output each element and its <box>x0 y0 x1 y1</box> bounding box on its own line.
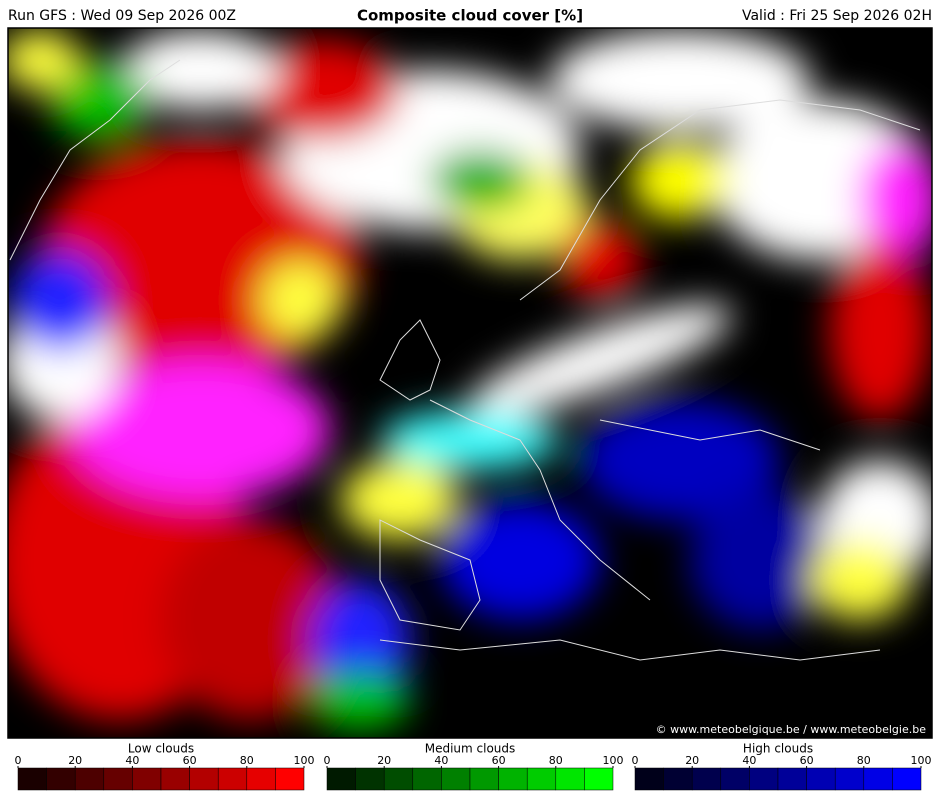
legend-swatch <box>555 767 585 791</box>
legend-swatch <box>663 767 693 791</box>
map-title: Composite cloud cover [%] <box>357 7 583 25</box>
legend-tick-label: 100 <box>603 754 624 767</box>
legend-swatch <box>103 767 133 791</box>
cloud-map: © www.meteobelgique.be / www.meteobelgie… <box>8 28 932 738</box>
legend-tick-label: 100 <box>294 754 315 767</box>
legend-tick-label: 60 <box>492 754 506 767</box>
legend-swatch <box>412 767 442 791</box>
legend-tick-label: 20 <box>377 754 391 767</box>
legend-swatch <box>777 767 807 791</box>
legend-tick-label: 40 <box>434 754 448 767</box>
legend-swatch <box>634 767 664 791</box>
legend-tick-label: 0 <box>324 754 331 767</box>
legend-swatch <box>526 767 557 791</box>
legend-title: High clouds <box>743 742 813 756</box>
legend-tick-label: 40 <box>125 754 139 767</box>
legend-tick-label: 80 <box>240 754 254 767</box>
legend-swatch <box>498 767 528 791</box>
legend-swatch <box>132 767 162 791</box>
legend-tick-label: 20 <box>68 754 82 767</box>
credit: © www.meteobelgique.be / www.meteobelgie… <box>656 723 927 736</box>
legend-tick-label: 100 <box>911 754 932 767</box>
legend-swatch <box>74 767 105 791</box>
legend-tick-label: 0 <box>15 754 22 767</box>
legend-swatch <box>749 767 779 791</box>
legend-swatch <box>275 767 305 791</box>
legend-swatch <box>469 767 499 791</box>
legend-swatch <box>326 767 356 791</box>
legend-swatch <box>383 767 414 791</box>
legend-swatch <box>720 767 750 791</box>
valid-info: Valid : Fri 25 Sep 2026 02H <box>742 8 932 24</box>
legend-swatch <box>246 767 276 791</box>
legend-tick-label: 0 <box>632 754 639 767</box>
legend-swatch <box>17 767 47 791</box>
legend-swatch <box>355 767 385 791</box>
legend-tick-label: 80 <box>549 754 563 767</box>
legends: Low clouds 0 20 40 60 80 100 Medium clouds 0 20 40… <box>15 742 932 791</box>
legend-swatch <box>834 767 865 791</box>
legend-swatch <box>863 767 893 791</box>
legend-swatch <box>160 767 190 791</box>
run-info: Run GFS : Wed 09 Sep 2026 00Z <box>8 8 236 24</box>
legend-tick-label: 40 <box>742 754 756 767</box>
legend-swatch <box>217 767 248 791</box>
legend-tick-label: 20 <box>685 754 699 767</box>
legend-swatch <box>189 767 219 791</box>
legend-swatch <box>892 767 922 791</box>
legend-swatch <box>584 767 614 791</box>
legend-swatch <box>806 767 836 791</box>
legend-title: Low clouds <box>128 742 194 756</box>
legend-tick-label: 60 <box>800 754 814 767</box>
legend-swatch <box>441 767 471 791</box>
coastlines <box>9 59 921 661</box>
legend-tick-label: 80 <box>857 754 871 767</box>
legend-title: Medium clouds <box>425 742 516 756</box>
legend-tick-label: 60 <box>183 754 197 767</box>
legend-swatch <box>46 767 76 791</box>
legend-swatch <box>691 767 722 791</box>
